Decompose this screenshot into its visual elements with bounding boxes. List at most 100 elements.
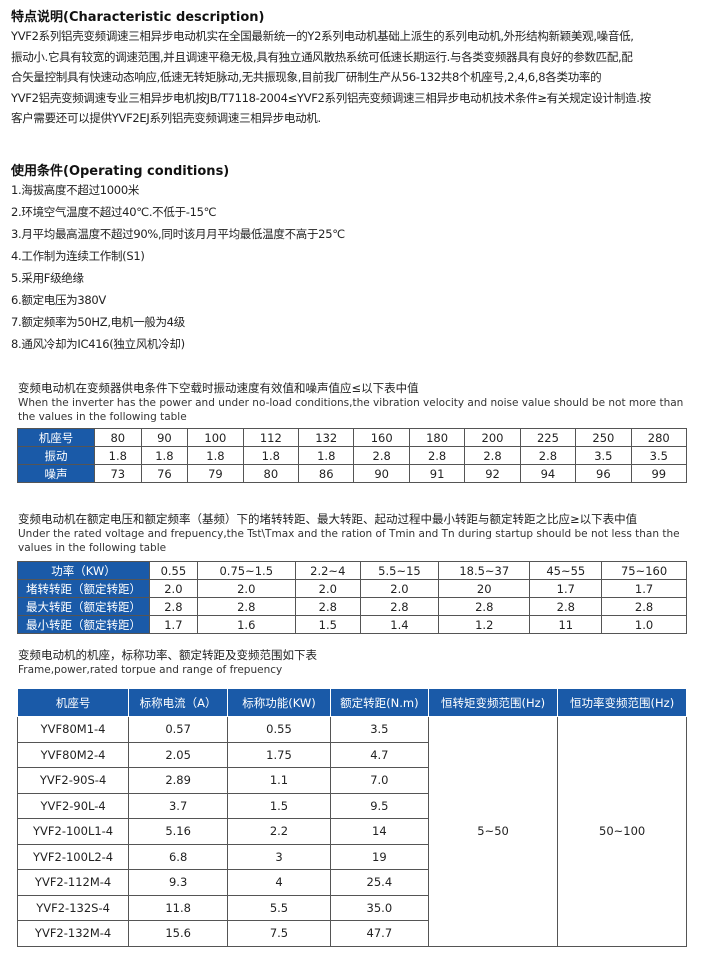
table-cell: 1.4 [359,615,440,634]
table-cell: 79 [187,464,244,483]
table-cell: 7.0 [329,767,429,794]
row-header: 机座号 [17,428,95,447]
table-cell: 11 [529,615,603,634]
table-cell: 0.55 [227,716,331,743]
table-cell: 3.7 [128,792,229,819]
intro-line: 合矢量控制具有快速动态响应,低速无转矩脉动,无共振现象,目前我厂研制生产从56-… [11,70,602,84]
table-cell: 2.0 [294,579,361,598]
table-cell: YVF2-100L1-4 [16,818,130,845]
intro-line: YVF2铝壳变频调速专业三相异步电机按JB/T7118-2004≤YVF2系列铝… [11,90,651,105]
table-row: 最大转距（额定转距） 2.8 2.8 2.8 2.8 2.8 2.8 2.8 [17,597,687,616]
table-cell: 91 [408,464,466,483]
table-row: YVF2-132M-4 15.6 7.5 47.7 [16,920,687,947]
condition-item: 2.环境空气温度不超过40℃.不低于-15℃ [11,205,217,219]
table-cell: 86 [298,464,355,483]
table-row: YVF80M2-4 2.05 1.75 4.7 [16,741,687,768]
table-cell: 92 [464,464,521,483]
row-header: 振动 [17,446,95,465]
frame-power-table: 机座号 标称电流（A） 标称功能(KW) 额定转距(N.m) 恒转矩变频范围(Hz) 恒功… [16,688,687,947]
table-cell: 2.8 [464,446,521,465]
vibration-noise-table: 机座号 80 90 100 112 132 160 180 200 225 250 280 振动 1.8 1… [17,428,688,483]
table-row: YVF2-100L1-4 5.16 2.2 14 [16,818,687,845]
table-cell: 11.8 [128,894,229,921]
table-cell: 200 [464,428,521,447]
intro-title: 特点说明(Characteristic description) [11,10,265,25]
column-header: 恒转矩变频范围(Hz) [427,688,559,717]
table-cell: 1.8 [298,446,355,465]
table-row: 最小转距（额定转距） 1.7 1.6 1.5 1.4 1.2 11 1.0 [17,615,687,634]
column-header: 标称电流（A） [128,688,229,717]
caption-cn: 变频电动机在变频器供电条件下空载时振动速度有效值和噪声值应≤以下表中值 [18,381,419,395]
column-header: 额定转距(N.m) [329,688,429,717]
table-cell: 2.8 [519,446,577,465]
table-cell: 3 [227,843,331,870]
table-cell: 2.8 [601,597,687,616]
row-header: 最小转距（额定转距） [17,615,150,634]
intro-text: YVF2系列铝壳变频调速三相异步电动机实在全国最新统一的Y2系列电动机基础上派生… [11,26,701,129]
table-cell: 35.0 [329,894,429,921]
condition-item: 1.海拔高度不超过1000米 [11,183,140,197]
table-cell: YVF2-132S-4 [16,894,130,921]
table-cell: 132 [298,428,355,447]
table-cell: 20 [438,579,531,598]
table-cell: 99 [630,464,688,483]
intro-line: 振动小.它具有较宽的调速范围,并且调速平稳无极,具有独立通风散热系统可低速长期运… [11,49,633,64]
table-cell: 96 [575,464,632,483]
table-cell: 6.8 [128,843,229,870]
table-cell: 2.8 [408,446,466,465]
table-cell: 1.5 [294,615,361,634]
intro-line: 客户需要还可以提供YVF2EJ系列铝壳变频调速三相异步电动机. [11,111,321,125]
table-cell: 2.0 [359,579,440,598]
table-cell: 4 [227,869,331,896]
table-cell: YVF80M1-4 [16,716,130,743]
table-cell: 80 [242,464,300,483]
table-cell: 1.7 [149,615,198,634]
table-cell: 76 [140,464,189,483]
table-cell: 250 [575,428,632,447]
table-cell: 180 [408,428,466,447]
table-row: 机座号 80 90 100 112 132 160 180 200 225 250 280 [17,428,688,447]
table-cell: 5.16 [128,818,229,845]
table-cell: 90 [353,464,410,483]
table-cell: 73 [94,464,142,483]
table-cell: 5.5~15 [359,561,440,580]
table3-caption: 变频电动机的机座，标称功率、额定转距及变频范围如下表 Frame,power,r… [18,648,698,677]
table-cell: 2.89 [128,767,229,794]
table-cell: YVF2-132M-4 [16,920,130,947]
table-cell: 9.3 [128,869,229,896]
table-cell: YVF2-112M-4 [16,869,130,896]
table-cell: 2.8 [196,597,296,616]
row-header: 噪声 [17,464,95,483]
table-cell: 2.8 [529,597,603,616]
table-cell: 4.7 [329,741,429,768]
table-cell: 47.7 [329,920,429,947]
table-cell: YVF80M2-4 [16,741,130,768]
table-row: 噪声 73 76 79 80 86 90 91 92 94 96 99 [17,464,688,483]
table-cell: 18.5~37 [438,561,531,580]
condition-item: 7.额定频率为50HZ,电机一般为4级 [11,315,185,329]
table-cell: 80 [94,428,142,447]
table-cell: 1.1 [227,767,331,794]
table-cell: 2.8 [353,446,410,465]
conditions-list: 1.海拔高度不超过1000米 2.环境空气温度不超过40℃.不低于-15℃ 3.… [11,179,701,355]
table-cell: 15.6 [128,920,229,947]
table-cell: 1.6 [196,615,296,634]
table-cell: 90 [140,428,189,447]
table-cell: 225 [519,428,577,447]
condition-item: 3.月平均最高温度不超过90%,同时该月月平均最低温度不高于25℃ [11,227,345,241]
caption-en: Frame,power,rated torpue and range of fr… [18,664,283,676]
caption-en: When the inverter has the power and unde… [18,397,684,423]
table-row: 堵转转距（额定转距） 2.0 2.0 2.0 2.0 20 1.7 1.7 [17,579,687,598]
table-row: 功率（KW） 0.55 0.75~1.5 2.2~4 5.5~15 18.5~37 45~5… [17,561,687,580]
table-row: YVF2-100L2-4 6.8 3 19 [16,843,687,870]
condition-item: 6.额定电压为380V [11,293,106,307]
caption-cn: 变频电动机的机座，标称功率、额定转距及变频范围如下表 [18,648,317,662]
row-header: 堵转转距（额定转距） [17,579,150,598]
condition-item: 5.采用F级绝缘 [11,271,84,285]
table-cell: 280 [630,428,688,447]
table-cell: 9.5 [329,792,429,819]
table-cell: 0.55 [149,561,198,580]
table-cell: 1.7 [601,579,687,598]
column-header: 恒功率变频范围(Hz) [557,688,687,717]
table-cell: 0.57 [128,716,229,743]
